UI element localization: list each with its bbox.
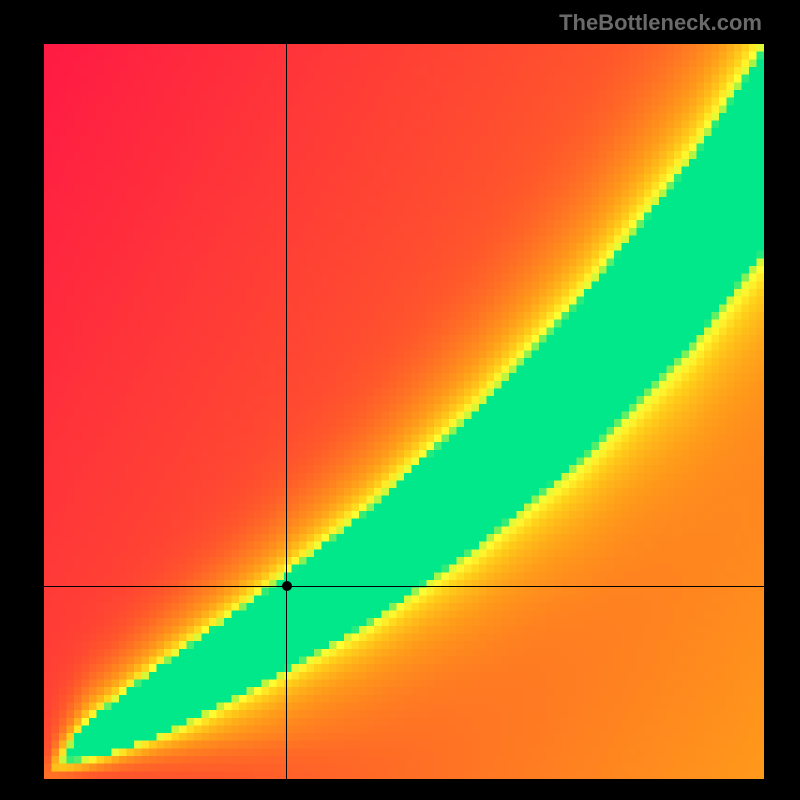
crosshair-vertical — [286, 44, 287, 779]
marker-dot — [282, 581, 292, 591]
watermark-text: TheBottleneck.com — [559, 10, 762, 36]
crosshair-horizontal — [44, 586, 764, 587]
bottleneck-heatmap — [44, 44, 764, 779]
figure-container: TheBottleneck.com — [0, 0, 800, 800]
